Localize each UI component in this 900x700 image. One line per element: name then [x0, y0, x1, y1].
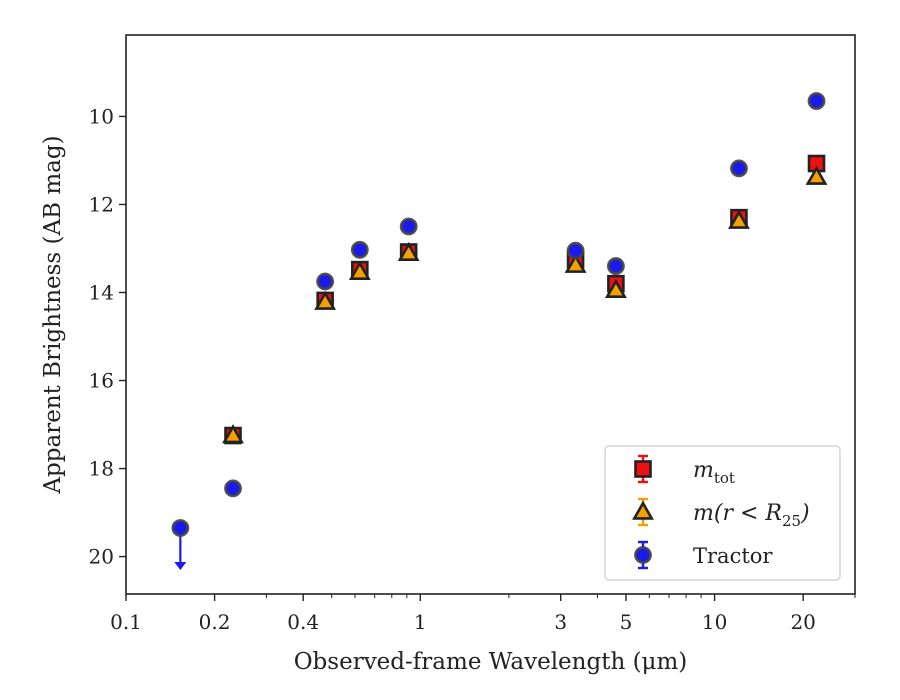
legend-marker-tractor	[634, 546, 652, 564]
x-tick-label: 10	[702, 610, 727, 634]
data-point-tractor	[606, 257, 625, 275]
data-point-tractor	[350, 240, 369, 259]
y-tick-label: 12	[89, 192, 114, 216]
x-tick-label: 0.4	[287, 610, 319, 634]
data-point-tractor	[316, 272, 335, 291]
data-point-tractor	[807, 92, 826, 110]
legend-label-subscript: tot	[714, 469, 735, 487]
data-point-mr25	[728, 209, 750, 229]
legend-label-base: m(r < R	[693, 501, 782, 526]
data-point-mr25	[314, 290, 337, 310]
legend-label-subscript: 25	[782, 512, 801, 530]
legend-label-mr25: m(r < R25)	[693, 501, 810, 530]
y-tick-label: 10	[89, 104, 114, 128]
data-point-mr25	[397, 241, 420, 262]
legend-label-base: m	[693, 458, 714, 483]
series-tractor	[171, 92, 826, 570]
upper-limit-arrow-head	[174, 561, 187, 570]
chart-marks	[171, 92, 828, 570]
y-tick-label: 20	[89, 545, 114, 569]
x-tick-label: 0.1	[110, 610, 142, 634]
plot-frame	[125, 34, 856, 595]
x-tick-label: 1	[414, 610, 427, 634]
y-tick-label: 16	[89, 369, 114, 393]
x-axis-label: Observed-frame Wavelength (μm)	[294, 649, 688, 675]
data-point-tractor	[171, 519, 190, 537]
data-point-tractor	[399, 217, 418, 236]
y-tick-label: 18	[89, 457, 114, 481]
x-tick-label: 3	[554, 610, 567, 634]
data-point-mr25	[222, 424, 244, 444]
y-axis-label: Apparent Brightness (AB mag)	[40, 135, 66, 494]
legend-box	[604, 445, 841, 581]
x-tick-label: 5	[620, 610, 633, 634]
data-point-mr25	[348, 260, 371, 280]
data-point-tractor	[730, 159, 748, 178]
x-tick-label: 0.2	[199, 610, 231, 634]
legend-label-tractor: Tractor	[693, 544, 773, 568]
y-tick-label: 14	[89, 280, 114, 304]
legend: mtot m(r < R25) Tractor	[604, 445, 841, 581]
data-point-mr25	[805, 165, 828, 185]
axis-ticks: 0.1 0.2 0.4 1 3 5 10 20 10 12 14 16 18 20	[89, 104, 856, 634]
legend-label-mtot: mtot	[693, 458, 735, 487]
legend-label-suffix: )	[800, 501, 810, 526]
legend-marker-mr25	[632, 500, 654, 520]
x-tick-label: 20	[790, 610, 815, 634]
data-point-mr25	[564, 253, 587, 273]
legend-marker-mtot	[634, 460, 652, 478]
data-point-tractor	[224, 479, 242, 498]
data-point-mr25	[604, 278, 627, 299]
data-point-tractor	[566, 241, 585, 260]
series-mr25	[222, 165, 828, 444]
